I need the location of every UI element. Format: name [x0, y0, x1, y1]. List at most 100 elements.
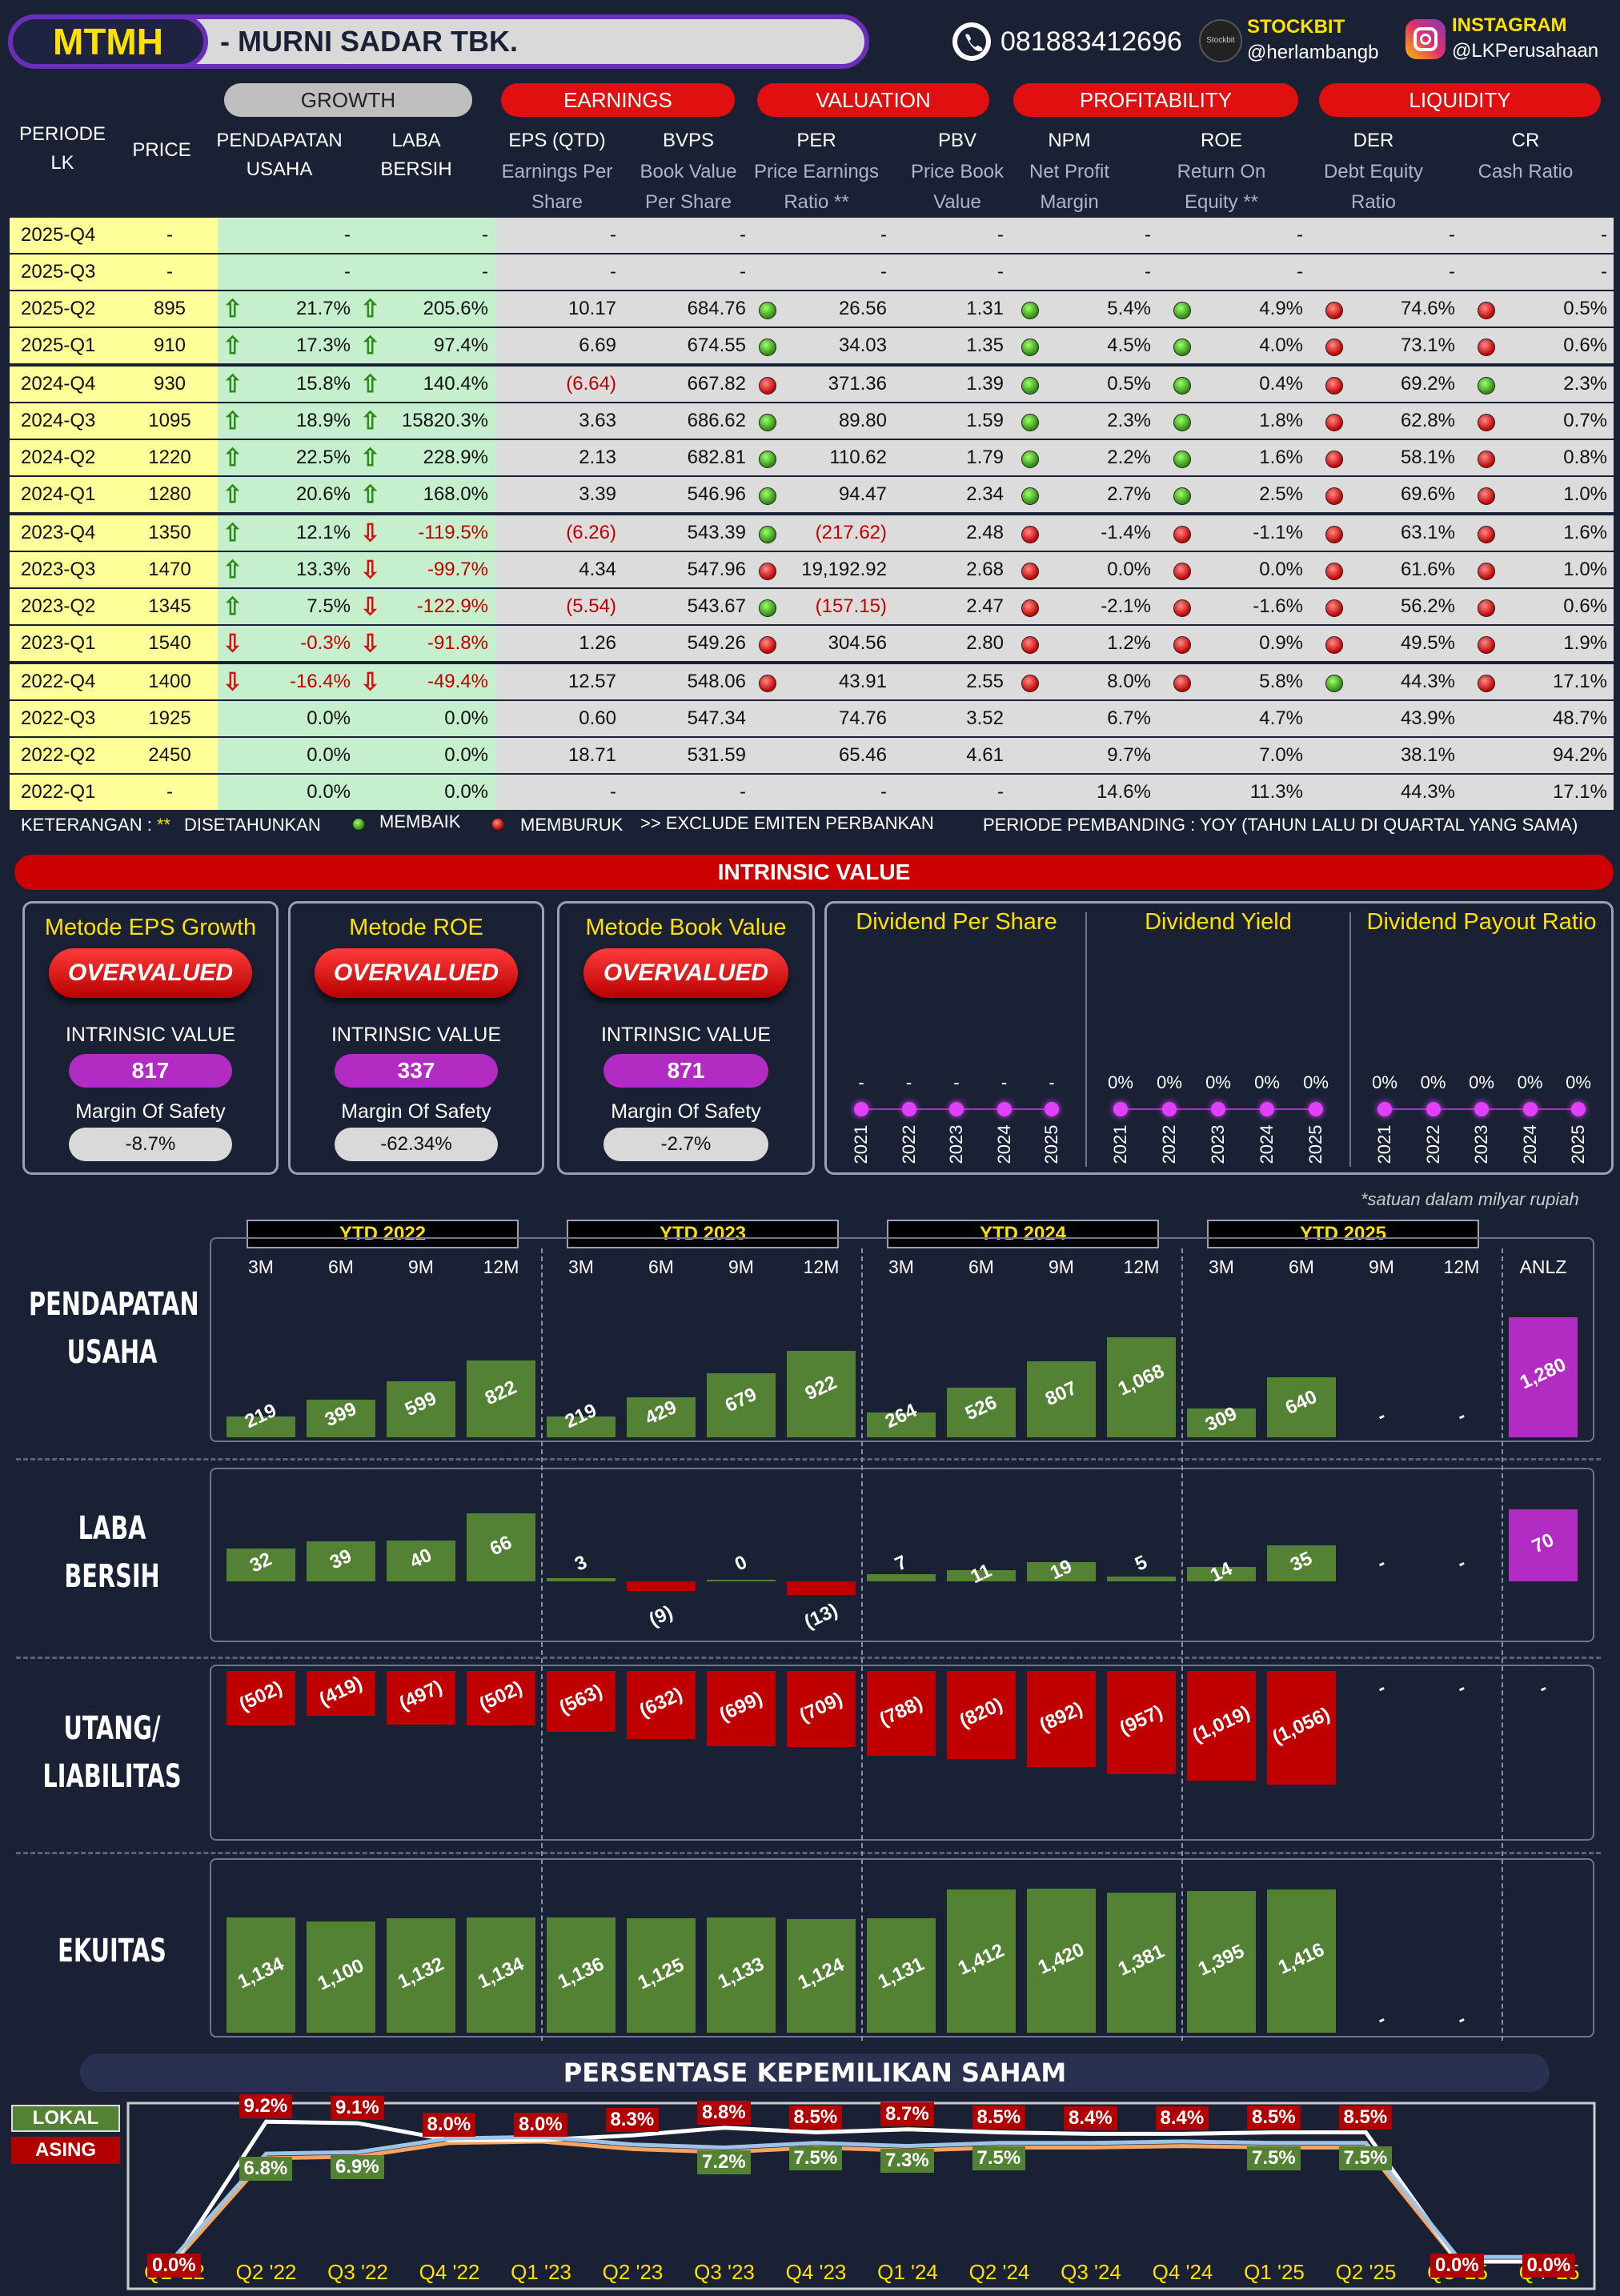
metric-cell: 1.9% [1563, 632, 1607, 654]
panel-divider [16, 1852, 1601, 1854]
growth-value: -119.5% [418, 522, 488, 543]
bar [787, 1671, 856, 1748]
liabilities-panel [210, 1665, 1594, 1841]
table-row: 2025-Q1 910 ⇧ 17.3% ⇧ 97.4% 6.69 674.55 34.03 4.5… [10, 328, 1614, 363]
metric-cell: 1.0% [1563, 483, 1607, 505]
period-cell: 2023-Q1 [10, 626, 122, 661]
dividend-value: 0% [1372, 1072, 1397, 1092]
legend-asing: ASING [11, 2137, 120, 2164]
year-label: 2021 [1374, 1124, 1394, 1164]
growth-bg [218, 552, 496, 587]
pbv-cell: 3.52 [966, 707, 1004, 729]
dividend-point [854, 1102, 868, 1116]
dividend-value: - [1049, 1072, 1055, 1092]
ytd-label: YTD 2022 [247, 1220, 519, 1248]
bar [227, 1917, 295, 2033]
metric-cell: 44.3% [1400, 781, 1455, 803]
metric-cell: 48.7% [1552, 707, 1607, 729]
dividend-title: Dividend Payout Ratio [1366, 909, 1597, 935]
price-cell: 1470 [122, 552, 218, 587]
ytd-divider [1181, 1248, 1183, 2041]
bar [1187, 1891, 1256, 2033]
col-pendapatan: PENDAPATAN USAHA [216, 130, 343, 180]
growth-value: -122.9% [416, 595, 488, 617]
arrow-up-icon: ⇧ [223, 520, 243, 547]
growth-value: 140.4% [423, 373, 488, 395]
growth-value: 0.0% [444, 707, 488, 729]
iv-value: 337 [335, 1054, 498, 1088]
year-label: 2024 [993, 1124, 1014, 1164]
bar [627, 1396, 696, 1437]
growth-bg [218, 477, 496, 512]
status-badge: OVERVALUED [49, 948, 252, 998]
units-note: *satuan dalam milyar rupiah [1361, 1189, 1579, 1209]
ytd-label: YTD 2024 [887, 1220, 1159, 1248]
eps-cell: - [610, 224, 616, 246]
year-label: 2025 [1305, 1124, 1325, 1164]
metric-cell: 4.7% [1259, 707, 1303, 729]
metric-cell: 11.3% [1249, 781, 1303, 803]
bvps-cell: 543.67 [687, 595, 746, 617]
metric-cell: - [1145, 261, 1151, 282]
netincome-label: LABA BERSIH [64, 1510, 160, 1595]
arrow-down-icon: ⇩ [360, 520, 381, 547]
bar [1107, 1671, 1176, 1774]
growth-value: 0.0% [307, 781, 351, 803]
dividend-value: 0% [1303, 1072, 1329, 1092]
metric-cell: 0.5% [1563, 298, 1607, 319]
price-cell: - [122, 218, 218, 253]
iv-label: INTRINSIC VALUE [331, 1024, 502, 1046]
bar [1027, 1889, 1096, 2033]
metric-cell: 4.0% [1259, 335, 1303, 356]
asing-value: 8.7% [880, 2102, 934, 2126]
arrow-up-icon: ⇧ [223, 408, 243, 435]
mos-label: Margin Of Safety [341, 1100, 491, 1123]
bar [1509, 1509, 1578, 1581]
status-badge: OVERVALUED [315, 948, 518, 998]
lokal-value: 7.3% [880, 2149, 934, 2174]
red-dot-icon [1021, 636, 1039, 654]
dividend-value: - [858, 1072, 864, 1092]
growth-value: 168.0% [423, 483, 488, 505]
eps-cell: - [610, 261, 616, 282]
iv-value: 817 [69, 1054, 232, 1088]
year-label: 2023 [946, 1124, 966, 1164]
period-tick: 12M [1123, 1256, 1160, 1277]
metrics-bg [496, 552, 1614, 587]
red-dot-icon [1325, 636, 1343, 654]
green-dot-icon [352, 818, 365, 831]
period-cell: 2022-Q4 [10, 664, 122, 699]
dividend-value: 0% [1205, 1072, 1231, 1092]
price-cell: 1400 [122, 664, 218, 699]
metric-cell: 94.47 [838, 483, 887, 505]
bvps-cell: 547.96 [687, 559, 746, 580]
metric-cell: - [1297, 224, 1303, 246]
bar [867, 1574, 936, 1581]
bar [1027, 1561, 1096, 1581]
green-dot-icon [1173, 487, 1191, 505]
red-dot-icon [1478, 414, 1495, 431]
col-bvps: BVPS [662, 130, 715, 151]
col-npm-sub: Net Profit Margin [1029, 161, 1110, 213]
growth-bg [218, 440, 496, 475]
growth-value: 15820.3% [401, 410, 488, 431]
period-tick: 3M [1209, 1256, 1234, 1277]
period-tick: 9M [408, 1256, 434, 1277]
metric-cell: 73.1% [1400, 335, 1455, 356]
growth-value: - [482, 224, 488, 246]
red-dot-icon [1478, 675, 1495, 692]
bar [387, 1671, 455, 1725]
dividend-point [1377, 1102, 1392, 1116]
arrow-up-icon: ⇧ [360, 296, 381, 323]
row-divider [10, 661, 1614, 663]
red-dot-icon [1021, 563, 1039, 580]
dividend-point [1260, 1102, 1274, 1116]
period-cell: 2025-Q3 [10, 254, 122, 290]
group-profitability: PROFITABILITY [1013, 83, 1298, 117]
asing-value: 9.2% [239, 2094, 293, 2119]
red-dot-icon [1173, 636, 1191, 654]
col-laba: LABA BERSIH [380, 130, 452, 180]
pbv-cell: 2.55 [966, 671, 1004, 692]
dividend-value: 0% [1108, 1072, 1133, 1092]
lokal-value: 6.9% [331, 2154, 384, 2179]
